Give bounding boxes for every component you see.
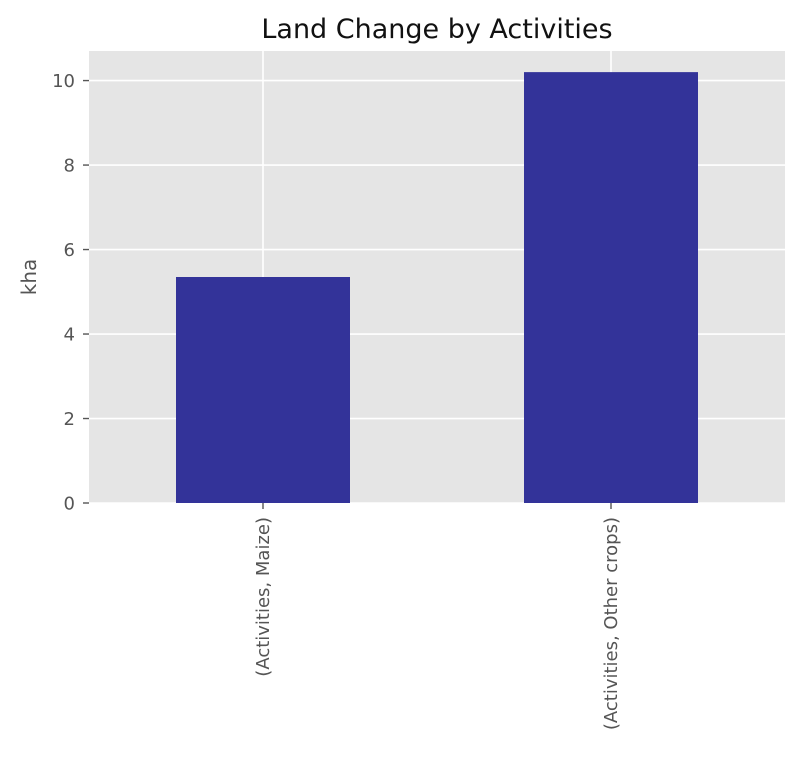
chart-title: Land Change by Activities <box>261 14 612 45</box>
y-tick-label: 10 <box>52 71 75 92</box>
y-tick-label: 0 <box>64 494 75 515</box>
y-tick-label: 8 <box>64 156 75 177</box>
x-tick-label: (Activities, Other crops) <box>601 517 622 730</box>
y-axis-label: kha <box>17 259 41 296</box>
bars <box>176 72 698 504</box>
y-tick-label: 6 <box>64 240 75 261</box>
x-tick-label: (Activities, Maize) <box>253 517 274 677</box>
x-axis: (Activities, Maize) (Activities, Other cr… <box>253 503 622 730</box>
y-tick-label: 2 <box>64 409 75 430</box>
bar <box>524 72 698 504</box>
y-tick-label: 4 <box>64 325 75 346</box>
y-axis: 0 2 4 6 8 10 <box>52 71 89 515</box>
bar <box>176 277 350 503</box>
